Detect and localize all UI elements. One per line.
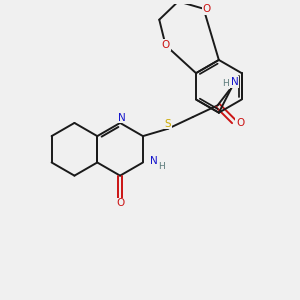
Text: S: S [164,118,171,128]
Text: O: O [161,40,170,50]
Text: O: O [202,4,211,14]
Text: O: O [236,118,244,128]
Text: N: N [118,113,125,123]
Text: O: O [116,199,124,208]
Text: H: H [158,162,164,171]
Text: N: N [231,77,239,87]
Text: H: H [223,79,229,88]
Text: N: N [150,156,158,166]
